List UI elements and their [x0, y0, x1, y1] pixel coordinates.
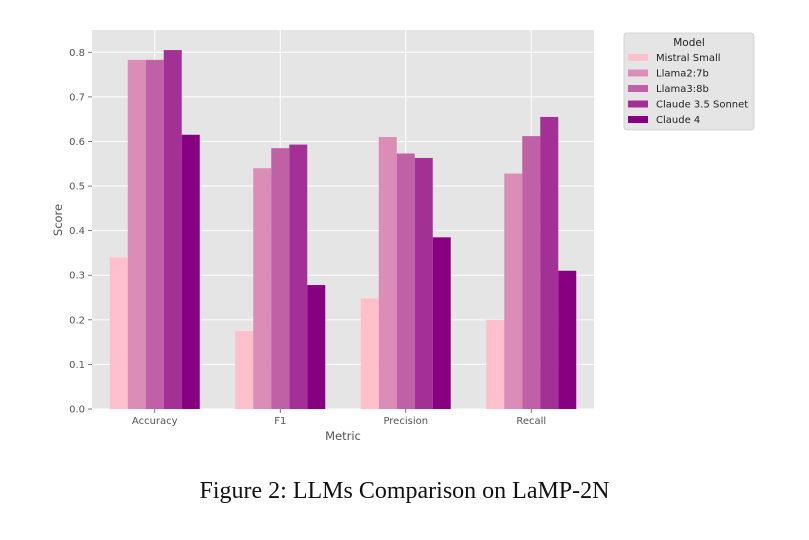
- bar-recall-series-1: [504, 173, 523, 409]
- bar-precision-series-1: [378, 137, 397, 409]
- bar-recall-series-4: [558, 270, 577, 409]
- y-axis-label: Score: [51, 204, 65, 236]
- bar-recall-series-2: [522, 136, 541, 409]
- legend-swatch: [628, 54, 648, 61]
- legend-label: Llama2:7b: [656, 69, 709, 80]
- legend-box: [623, 32, 755, 131]
- legend-label: Llama3:8b: [656, 84, 709, 95]
- x-tick-label: Recall: [516, 416, 546, 427]
- y-tick-label: 0.8: [69, 48, 85, 59]
- bar-precision-series-2: [396, 153, 415, 409]
- bar-f1-series-3: [289, 144, 308, 409]
- legend-label: Claude 4: [656, 115, 700, 126]
- bar-recall-series-0: [486, 319, 505, 409]
- legend: Model Mistral Small Llama2:7b Llama3:8b Clau…: [623, 32, 755, 131]
- y-tick-label: 0.6: [69, 137, 85, 148]
- bar-precision-series-0: [360, 298, 379, 409]
- legend-label: Mistral Small: [656, 53, 721, 64]
- figure-caption: Figure 2: LLMs Comparison on LaMP-2N: [199, 478, 610, 504]
- legend-swatch: [628, 100, 648, 108]
- bar-accuracy-series-0: [109, 257, 128, 409]
- x-tick-label: F1: [274, 416, 286, 427]
- x-axis-label: Metric: [325, 429, 361, 443]
- legend-swatch: [628, 85, 648, 92]
- y-tick-label: 0.1: [69, 360, 85, 371]
- bar-precision-series-3: [414, 157, 433, 409]
- legend-title: Model: [673, 37, 705, 49]
- bars: [109, 50, 577, 410]
- y-tick-label: 0.0: [69, 405, 85, 416]
- bar-f1-series-0: [235, 330, 254, 409]
- bar-f1-series-1: [253, 168, 272, 409]
- bar-accuracy-series-3: [163, 50, 182, 410]
- bar-chart: 0.0 0.1 0.2 0.3 0.4 0.5 0.6 0.7 0.8 Accuracy F1 Pre…: [51, 30, 755, 443]
- bar-accuracy-series-4: [181, 134, 200, 409]
- bar-f1-series-2: [271, 148, 290, 410]
- bar-recall-series-3: [540, 116, 559, 410]
- legend-swatch: [628, 116, 648, 123]
- x-tick-label: Accuracy: [132, 416, 178, 427]
- bar-accuracy-series-2: [145, 59, 164, 410]
- bar-accuracy-series-1: [127, 59, 146, 410]
- y-tick-label: 0.5: [69, 182, 85, 193]
- y-tick-label: 0.3: [69, 271, 85, 282]
- y-tick-label: 0.4: [69, 226, 85, 237]
- y-tick-label: 0.2: [69, 315, 85, 326]
- legend-swatch: [628, 69, 648, 77]
- y-tick-label: 0.7: [69, 92, 85, 103]
- x-tick-label: Precision: [383, 416, 428, 427]
- legend-label: Claude 3.5 Sonnet: [656, 100, 748, 111]
- bar-precision-series-4: [432, 237, 451, 409]
- bar-f1-series-4: [307, 285, 326, 409]
- axis-ticks: 0.0 0.1 0.2 0.3 0.4 0.5 0.6 0.7 0.8 Accuracy F1 Pre…: [69, 48, 546, 427]
